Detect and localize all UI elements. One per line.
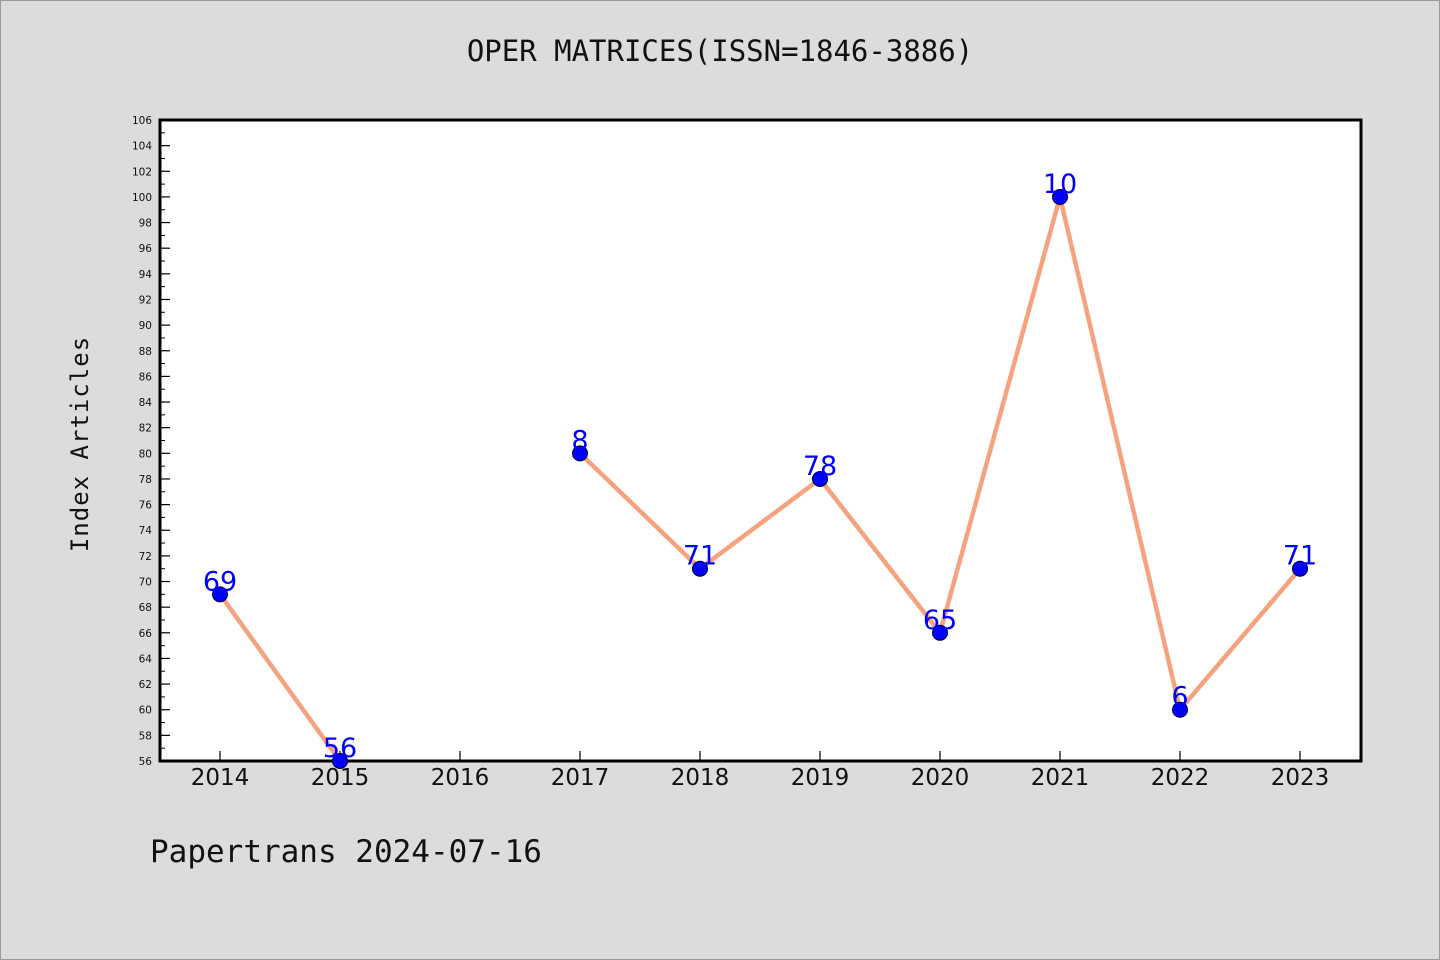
y-tick-label: 80 — [139, 448, 152, 460]
y-tick-label: 96 — [139, 243, 153, 255]
data-point — [932, 624, 948, 641]
data-label: 8 — [571, 425, 588, 456]
y-tick-label: 102 — [132, 166, 152, 178]
data-label: 56 — [323, 733, 357, 764]
y-tick-label: 86 — [139, 371, 153, 383]
x-tick-label: 2018 — [671, 765, 730, 791]
data-label: 69 — [203, 566, 237, 597]
series-line — [217, 592, 343, 764]
y-tick-label: 78 — [139, 474, 152, 486]
x-tick-label: 2014 — [191, 765, 250, 791]
y-tick-label: 64 — [139, 653, 153, 665]
y-tick-label: 106 — [132, 115, 152, 127]
data-label: 6 — [1171, 682, 1188, 713]
plot-area — [158, 118, 1363, 763]
data-point — [1172, 701, 1188, 718]
data-point — [1292, 560, 1308, 577]
x-tick-label: 2021 — [1031, 765, 1090, 791]
y-tick-label: 66 — [139, 628, 153, 640]
y-tick-label: 92 — [139, 294, 152, 306]
x-tick-label: 2019 — [791, 765, 850, 791]
x-tick-label: 2022 — [1151, 765, 1210, 791]
series-points — [212, 188, 1308, 769]
y-tick-label: 60 — [139, 705, 152, 717]
y-tick-label: 94 — [139, 269, 153, 281]
series-labels: 69 56 8 71 78 65 10 6 71 — [203, 169, 1317, 764]
data-label: 10 — [1043, 169, 1077, 200]
data-label: 65 — [923, 605, 957, 636]
y-tick-label: 98 — [139, 218, 152, 230]
data-label: 71 — [1283, 541, 1317, 572]
y-tick-label: 84 — [139, 397, 153, 409]
y-tick-label: 70 — [139, 577, 152, 589]
y-tick-label: 58 — [139, 730, 152, 742]
y-tick-label: 76 — [139, 500, 153, 512]
y-tick-label: 90 — [139, 320, 152, 332]
y-tick-label: 72 — [139, 551, 152, 563]
y-tick-label: 56 — [139, 756, 153, 768]
y-tick-label: 82 — [139, 423, 152, 435]
x-tick-label: 2023 — [1271, 765, 1330, 791]
y-tick-label: 62 — [139, 679, 152, 691]
data-point — [572, 445, 588, 462]
data-label: 71 — [683, 541, 717, 572]
data-point — [332, 753, 348, 769]
y-tick-label: 104 — [132, 141, 152, 153]
data-point — [812, 470, 828, 487]
x-tick-label: 2017 — [551, 765, 610, 791]
y-tick-label: 100 — [132, 192, 152, 204]
y-axis: 56 58 60 62 64 66 68 70 72 74 76 78 80 82 84 86 88 90 92 94… — [132, 115, 170, 768]
footer-note: Papertrans 2024-07-16 — [150, 834, 542, 870]
y-tick-label: 88 — [139, 346, 152, 358]
x-tick-label: 2020 — [911, 765, 970, 791]
data-point — [692, 560, 708, 577]
x-tick-label: 2015 — [311, 765, 370, 791]
data-label: 78 — [803, 451, 837, 482]
chart-title: OPER MATRICES(ISSN=1846-3886) — [466, 34, 974, 68]
y-tick-label: 74 — [139, 525, 153, 537]
x-axis: 2014 2015 2016 2017 2018 2019 2020 2021 2022 2023 — [191, 751, 1330, 791]
data-point — [212, 586, 228, 603]
data-point — [1052, 188, 1068, 205]
y-tick-label: 68 — [139, 602, 152, 614]
x-tick-label: 2016 — [431, 765, 490, 791]
